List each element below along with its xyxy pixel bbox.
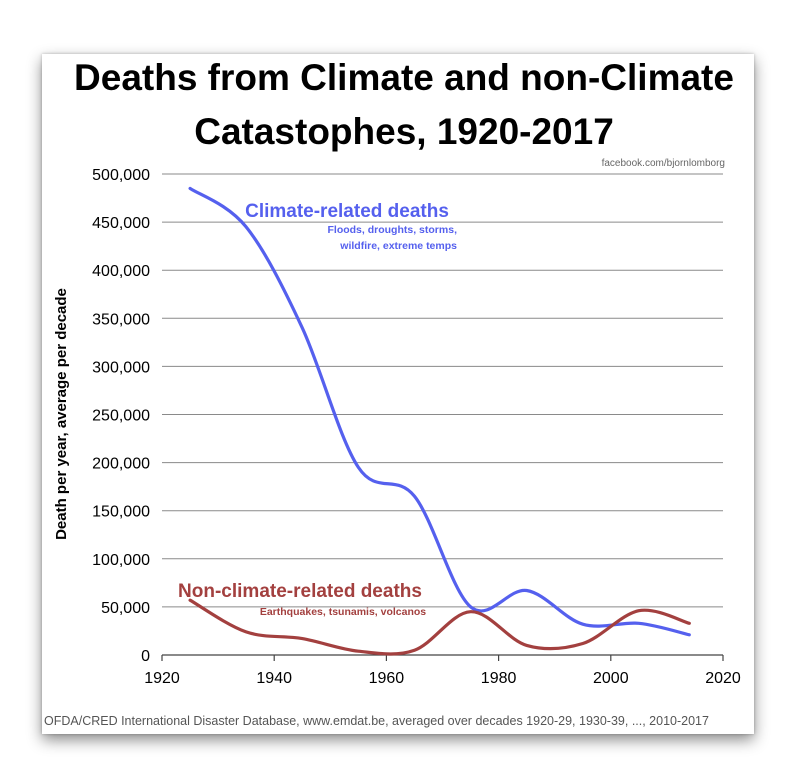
- credit-text: facebook.com/bjornlomborg: [602, 158, 725, 169]
- non-climate-data-point: [245, 630, 248, 633]
- non-climate-data-point: [581, 642, 584, 645]
- y-tick-label: 200,000: [92, 456, 150, 473]
- y-tick-label: 100,000: [92, 552, 150, 569]
- climate-data-point: [413, 495, 416, 498]
- gridlines: [162, 173, 723, 608]
- y-tick-label: 500,000: [92, 167, 150, 184]
- climate-data-point: [301, 326, 304, 329]
- climate-data-point: [189, 187, 192, 190]
- climate-data-point: [245, 225, 248, 228]
- chart-title-line-2: Catastophes, 1920-2017: [194, 111, 614, 152]
- chart-card: [42, 54, 754, 734]
- climate-series-note-1: Floods, droughts, storms,: [327, 224, 457, 236]
- y-tick-labels: 0 50,000 100,000 150,000 200,000 250,000 300,0…: [92, 167, 150, 665]
- climate-data-point: [357, 466, 360, 469]
- non-climate-data-point: [301, 637, 304, 640]
- x-tick-label: 1920: [144, 670, 180, 687]
- x-tick-labels: 1920 1940 1960 1980 2000 2020: [144, 655, 741, 687]
- non-climate-data-point: [688, 622, 691, 625]
- climate-data-point: [688, 633, 691, 636]
- x-tick-label: 2020: [705, 670, 741, 687]
- climate-data-point: [637, 622, 640, 625]
- x-tick-label: 1980: [481, 670, 517, 687]
- y-tick-label: 0: [141, 648, 150, 665]
- non-climate-data-point: [637, 609, 640, 612]
- non-climate-series-note: Earthquakes, tsunamis, volcanos: [260, 606, 426, 618]
- climate-data-point: [469, 605, 472, 608]
- y-axis-label: Death per year, average per decade: [53, 288, 70, 540]
- x-tick-label: 2000: [593, 670, 629, 687]
- non-climate-data-point: [525, 644, 528, 647]
- chart-title-line-1: Deaths from Climate and non-Climate: [74, 57, 734, 98]
- non-climate-deaths-line: [188, 598, 691, 656]
- y-tick-label: 250,000: [92, 408, 150, 425]
- x-tick-label: 1960: [369, 670, 405, 687]
- climate-series-note-2: wildfire, extreme temps: [339, 240, 457, 252]
- y-tick-label: 300,000: [92, 359, 150, 376]
- series-lines: [188, 186, 691, 656]
- non-climate-data-point: [413, 649, 416, 652]
- y-tick-label: 400,000: [92, 263, 150, 280]
- x-tick-label: 1940: [256, 670, 292, 687]
- non-climate-data-point: [357, 650, 360, 653]
- y-tick-label: 50,000: [101, 600, 150, 617]
- climate-data-point: [525, 589, 528, 592]
- source-note: OFDA/CRED International Disaster Databas…: [44, 714, 709, 728]
- y-tick-label: 350,000: [92, 311, 150, 328]
- climate-deaths-line: [188, 186, 691, 637]
- climate-data-point: [581, 623, 584, 626]
- non-climate-data-point: [469, 610, 472, 613]
- climate-series-label: Climate-related deaths: [245, 201, 449, 222]
- y-tick-label: 450,000: [92, 215, 150, 232]
- y-tick-label: 150,000: [92, 504, 150, 521]
- non-climate-series-label: Non-climate-related deaths: [178, 581, 422, 602]
